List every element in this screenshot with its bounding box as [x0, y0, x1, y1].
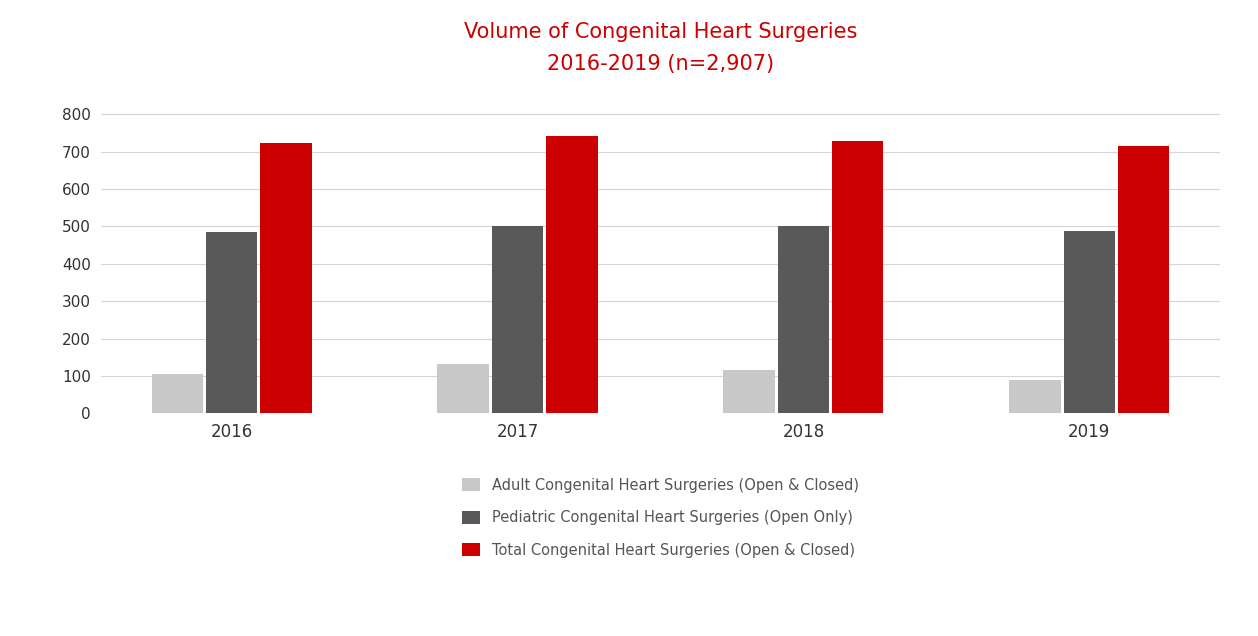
Bar — [1118, 146, 1170, 413]
Legend: Adult Congenital Heart Surgeries (Open & Closed), Pediatric Congenital Heart Sur: Adult Congenital Heart Surgeries (Open &… — [463, 478, 858, 558]
Bar — [832, 141, 883, 413]
Title: Volume of Congenital Heart Surgeries
2016-2019 (n=2,907): Volume of Congenital Heart Surgeries 201… — [464, 22, 857, 74]
Bar — [777, 226, 829, 413]
Bar — [206, 232, 258, 413]
Bar — [260, 143, 312, 413]
Bar — [1009, 380, 1060, 413]
Bar — [1063, 231, 1115, 413]
Bar — [492, 226, 543, 413]
Bar — [438, 364, 489, 413]
Bar — [151, 374, 203, 413]
Bar — [546, 136, 598, 413]
Bar — [723, 370, 775, 413]
